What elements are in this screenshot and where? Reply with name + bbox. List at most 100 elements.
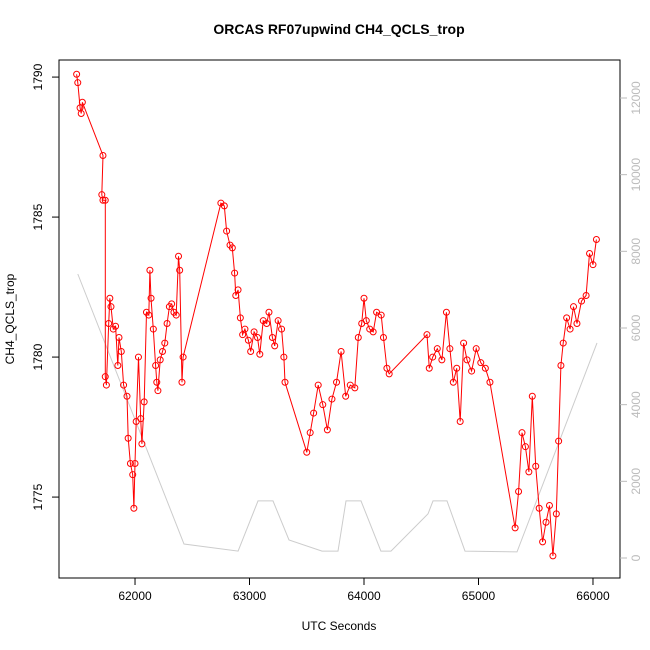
y2-tick-label: 8000 — [629, 238, 643, 265]
data-point — [486, 378, 494, 386]
y-tick-label: 1785 — [31, 203, 45, 230]
data-point — [360, 294, 368, 302]
data-point — [433, 345, 441, 353]
data-point — [566, 325, 574, 333]
x-tick-label: 64000 — [347, 589, 381, 603]
data-point — [552, 510, 560, 518]
y2-tick-label: 10000 — [629, 158, 643, 192]
data-line — [76, 74, 597, 556]
data-point — [438, 356, 446, 364]
data-point — [256, 350, 264, 358]
data-point — [244, 336, 252, 344]
data-point — [114, 361, 122, 369]
data-point — [152, 361, 160, 369]
data-point — [223, 227, 231, 235]
data-point — [342, 392, 350, 400]
data-point — [481, 364, 489, 372]
x-tick-label: 62000 — [118, 589, 152, 603]
data-point — [468, 367, 476, 375]
data-point — [123, 392, 131, 400]
data-point — [310, 409, 318, 417]
data-point — [105, 319, 113, 327]
y-tick-label: 1780 — [31, 343, 45, 370]
data-point — [163, 319, 171, 327]
data-point — [74, 79, 82, 87]
y-tick-label: 1790 — [31, 63, 45, 90]
data-point — [106, 294, 114, 302]
data-point — [140, 398, 148, 406]
data-point — [549, 552, 557, 560]
data-point — [268, 333, 276, 341]
data-point — [107, 303, 115, 311]
y2-tick-label: 2000 — [629, 468, 643, 495]
x-tick-label: 66000 — [576, 589, 610, 603]
data-point — [528, 392, 536, 400]
data-point — [115, 333, 123, 341]
data-point — [314, 381, 322, 389]
data-point — [124, 434, 132, 442]
data-point — [147, 294, 155, 302]
data-point — [241, 325, 249, 333]
data-point — [460, 339, 468, 347]
y-tick-label: 1775 — [31, 483, 45, 510]
data-point — [328, 395, 336, 403]
data-point — [149, 325, 157, 333]
data-point — [101, 196, 109, 204]
data-point — [303, 448, 311, 456]
data-point — [515, 487, 523, 495]
data-point — [176, 266, 184, 274]
data-point — [117, 347, 125, 355]
plot-box — [58, 59, 621, 579]
data-point — [442, 308, 450, 316]
data-point — [101, 373, 109, 381]
data-point — [319, 401, 327, 409]
data-point — [423, 331, 431, 339]
data-point — [178, 378, 186, 386]
data-point — [278, 325, 286, 333]
data-point — [263, 319, 271, 327]
chart-title: ORCAS RF07upwind CH4_QCLS_trop — [213, 21, 464, 37]
data-point — [168, 300, 176, 308]
data-point — [146, 266, 154, 274]
data-point — [557, 361, 565, 369]
altitude-line — [77, 273, 598, 553]
y2-tick-label: 6000 — [629, 314, 643, 341]
data-point — [535, 504, 543, 512]
data-point — [589, 261, 597, 269]
data-point — [73, 70, 81, 78]
data-point — [112, 322, 120, 330]
data-point — [362, 317, 370, 325]
data-point — [542, 518, 550, 526]
data-point — [102, 381, 110, 389]
data-point — [477, 359, 485, 367]
data-point — [354, 333, 362, 341]
data-point — [463, 356, 471, 364]
data-point — [379, 333, 387, 341]
data-point — [323, 426, 331, 434]
x-tick-label: 65000 — [462, 589, 496, 603]
data-point — [425, 364, 433, 372]
data-point — [236, 314, 244, 322]
data-point — [228, 244, 236, 252]
data-point — [521, 443, 529, 451]
data-point — [130, 504, 138, 512]
data-point — [518, 429, 526, 437]
data-point — [281, 378, 289, 386]
data-point — [511, 524, 519, 532]
data-point — [525, 468, 533, 476]
data-point — [573, 319, 581, 327]
data-point — [555, 437, 563, 445]
data-point — [532, 462, 540, 470]
y2-tick-label: 0 — [629, 554, 643, 561]
data-point — [172, 311, 180, 319]
data-point — [385, 370, 393, 378]
data-point — [156, 356, 164, 364]
data-point — [429, 353, 437, 361]
data-point — [78, 98, 86, 106]
data-point — [137, 415, 145, 423]
data-point — [563, 314, 571, 322]
data-point — [446, 345, 454, 353]
data-point — [545, 501, 553, 509]
data-point — [592, 235, 600, 243]
x-tick-label: 63000 — [233, 589, 267, 603]
